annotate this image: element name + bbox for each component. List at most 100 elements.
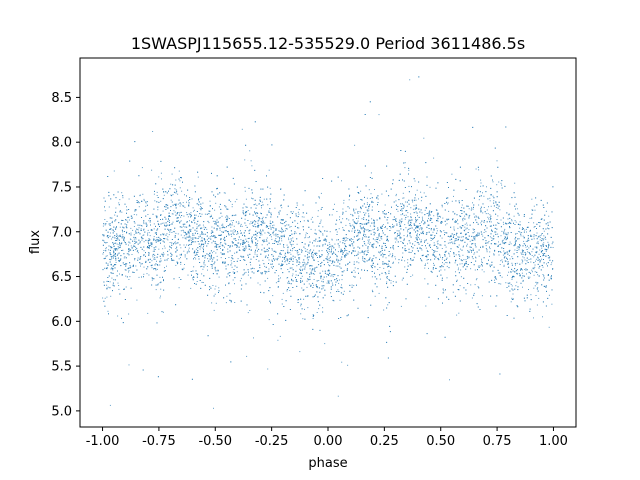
data-point	[483, 195, 485, 197]
data-point	[496, 184, 498, 186]
data-point	[268, 242, 270, 244]
data-point	[128, 219, 130, 221]
data-point	[306, 233, 308, 234]
data-point	[105, 248, 107, 250]
data-point	[279, 335, 281, 337]
data-point	[289, 290, 291, 291]
data-point	[507, 282, 509, 284]
data-point	[338, 318, 340, 319]
data-point	[395, 200, 397, 202]
data-point	[301, 287, 303, 289]
data-point	[306, 280, 308, 282]
data-point	[255, 238, 257, 240]
data-point	[143, 200, 145, 202]
data-point	[297, 251, 299, 253]
data-point	[280, 235, 282, 237]
data-point	[272, 263, 273, 265]
data-point	[436, 241, 438, 243]
data-point	[228, 257, 230, 258]
data-point	[539, 265, 541, 267]
data-point	[459, 180, 461, 182]
data-point	[218, 206, 220, 208]
data-point	[188, 232, 190, 234]
data-point	[426, 232, 428, 233]
data-point	[539, 249, 541, 251]
data-point	[314, 295, 315, 297]
data-point	[545, 285, 547, 287]
data-point	[314, 229, 316, 231]
data-point	[541, 258, 543, 260]
data-point	[313, 279, 315, 280]
data-point	[458, 202, 460, 204]
data-point	[511, 220, 513, 222]
data-point	[511, 297, 513, 299]
data-point	[364, 258, 366, 260]
data-point	[453, 228, 455, 230]
data-point	[351, 240, 352, 242]
data-point	[478, 234, 480, 236]
data-point	[187, 231, 189, 233]
data-point	[430, 237, 432, 239]
data-point	[454, 213, 456, 215]
data-point	[110, 228, 112, 229]
data-point	[187, 230, 189, 232]
data-point	[318, 280, 320, 281]
data-point	[105, 255, 107, 257]
data-point	[534, 246, 536, 248]
data-point	[464, 241, 466, 243]
data-point	[498, 181, 500, 183]
data-point	[168, 249, 170, 251]
data-point	[547, 257, 549, 259]
data-point	[186, 244, 188, 246]
data-point	[460, 239, 461, 241]
data-point	[137, 252, 139, 254]
data-point	[480, 179, 482, 181]
data-point	[503, 252, 505, 254]
data-point	[463, 217, 465, 219]
data-point	[245, 283, 247, 285]
data-point	[252, 220, 254, 222]
data-point	[488, 206, 489, 208]
data-point	[316, 245, 318, 247]
data-point	[415, 199, 417, 201]
data-point	[161, 178, 162, 180]
data-point	[418, 208, 420, 210]
data-point	[178, 287, 180, 289]
data-point	[443, 290, 445, 292]
data-point	[515, 264, 516, 266]
data-point	[322, 233, 324, 235]
data-point	[155, 215, 157, 217]
data-point	[377, 229, 379, 231]
data-point	[351, 284, 353, 286]
data-point	[305, 232, 307, 234]
data-point	[475, 168, 477, 170]
data-point	[180, 211, 182, 213]
data-point	[312, 287, 314, 288]
data-point	[174, 241, 176, 243]
data-point	[381, 225, 383, 227]
data-point	[235, 221, 237, 223]
data-point	[123, 257, 125, 259]
data-point	[521, 272, 523, 274]
data-point	[415, 226, 417, 228]
data-point	[542, 274, 544, 275]
data-point	[188, 200, 189, 202]
data-point	[331, 274, 333, 276]
data-point	[105, 247, 107, 249]
data-point	[405, 217, 407, 218]
data-point	[159, 276, 161, 278]
data-point	[403, 242, 404, 244]
data-point	[163, 194, 165, 196]
data-point	[292, 221, 294, 223]
data-point	[162, 311, 164, 313]
data-point	[266, 175, 267, 177]
data-point	[196, 203, 198, 205]
data-point	[199, 234, 201, 236]
data-point	[158, 236, 160, 238]
data-point	[548, 279, 550, 281]
data-point	[417, 230, 419, 232]
data-point	[326, 258, 328, 260]
data-point	[414, 244, 416, 246]
data-point	[536, 247, 538, 249]
data-point	[219, 229, 221, 231]
